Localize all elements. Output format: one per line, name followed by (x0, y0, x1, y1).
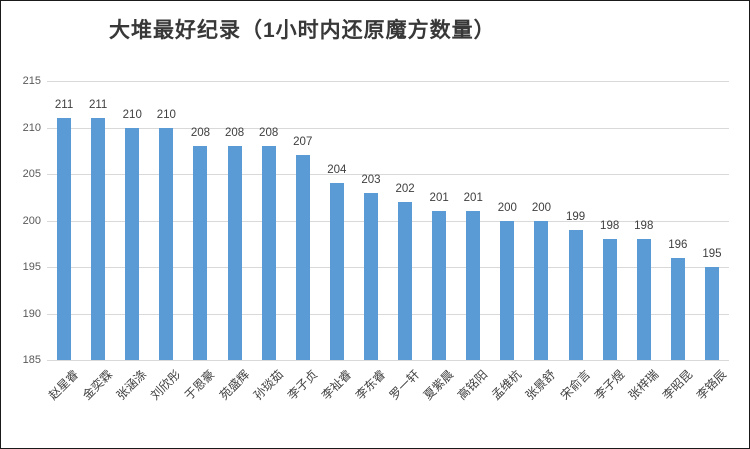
bar-value-label: 208 (259, 127, 279, 140)
bar-value-label: 200 (531, 201, 552, 214)
y-axis-tick-label: 200 (22, 214, 41, 227)
bar (329, 183, 344, 360)
bar-value-label: 211 (54, 99, 74, 112)
bar-value-label: 200 (497, 201, 517, 214)
y-axis-tick-label: 210 (22, 121, 41, 134)
bar (295, 155, 310, 360)
gridline (47, 81, 729, 82)
y-axis-tick-label: 215 (22, 75, 41, 87)
bar (57, 118, 72, 360)
gridline (47, 360, 729, 361)
gridline (47, 174, 729, 175)
bar (91, 118, 106, 360)
bar-value-label: 196 (668, 238, 688, 251)
bar (602, 239, 617, 360)
bar-value-label: 204 (327, 164, 347, 177)
y-axis-tick-label: 205 (22, 168, 41, 180)
bar (261, 146, 276, 360)
bar (568, 229, 583, 360)
bar (670, 257, 685, 360)
bar (636, 239, 651, 360)
gridline (47, 313, 729, 315)
bar (363, 192, 378, 360)
bar (432, 211, 447, 360)
bar-value-label: 208 (190, 127, 211, 140)
bar-value-label: 207 (293, 136, 313, 149)
bar (193, 146, 208, 360)
bar (227, 146, 242, 360)
bar-value-label: 211 (88, 99, 108, 112)
bar-value-label: 208 (224, 127, 245, 140)
bar-value-label: 203 (361, 173, 381, 186)
bar-value-label: 199 (565, 210, 586, 223)
bar (466, 211, 481, 360)
gridline (47, 220, 729, 222)
bar-value-label: 198 (600, 220, 620, 233)
bar (159, 127, 174, 360)
y-axis-tick-label: 195 (22, 261, 41, 273)
bar-value-label: 198 (634, 220, 654, 233)
bar-value-label: 201 (463, 192, 483, 205)
bar (534, 220, 549, 360)
bar-value-label: 210 (156, 108, 176, 121)
bar (398, 201, 413, 360)
bar-value-label: 202 (395, 182, 415, 195)
bar-value-label: 195 (702, 248, 722, 260)
y-axis-tick-label: 185 (22, 354, 41, 366)
bar-value-label: 210 (122, 108, 142, 121)
chart-title: 大堆最好纪录（1小时内还原魔方数量） (109, 19, 496, 42)
bar (125, 127, 140, 360)
gridline (47, 267, 729, 268)
bar (500, 220, 515, 360)
bar-value-label: 201 (429, 192, 449, 205)
bar (704, 267, 719, 360)
gridline (47, 127, 729, 129)
y-axis-tick-label: 190 (22, 307, 41, 320)
